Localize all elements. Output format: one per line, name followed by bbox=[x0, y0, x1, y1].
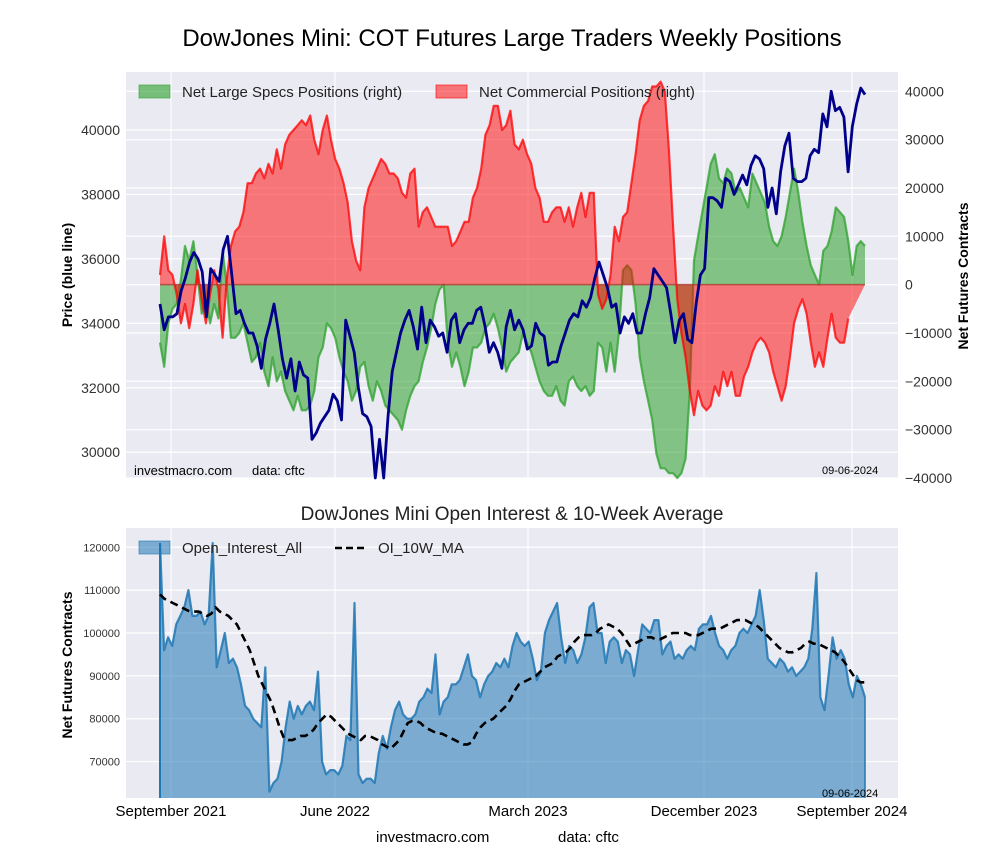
date-tick-label: September 2024 bbox=[797, 803, 908, 820]
open-interest-series bbox=[158, 541, 867, 798]
positions-chart: 30000 32000 34000 36000 38000 40000 −40000 −30… bbox=[59, 72, 971, 486]
open-interest-tick-label: 110000 bbox=[84, 585, 120, 597]
contracts-tick-label: 40000 bbox=[905, 83, 944, 99]
oi-moving-average-line bbox=[159, 593, 865, 750]
net-contracts-axis-label: Net Futures Contracts bbox=[955, 202, 971, 349]
open-interest-legend: Open_Interest_All OI_10W_MA bbox=[138, 540, 464, 557]
watermark-site: investmacro.com bbox=[134, 463, 232, 478]
contracts-tick-label: −30000 bbox=[905, 422, 952, 438]
legend-label-oi-ma: OI_10W_MA bbox=[378, 540, 464, 557]
date-stamp-bottom: 09-06-2024 bbox=[822, 788, 878, 800]
legend-swatch-large-specs bbox=[138, 84, 171, 99]
commercial-area bbox=[160, 81, 865, 416]
positions-legend: Net Large Specs Positions (right) Net Co… bbox=[138, 84, 695, 101]
watermark-source: data: cftc bbox=[252, 463, 305, 478]
large-specs-line bbox=[158, 153, 866, 480]
legend-label-large-specs: Net Large Specs Positions (right) bbox=[182, 84, 402, 101]
commercial-line bbox=[158, 80, 850, 417]
price-tick-label: 38000 bbox=[81, 186, 120, 202]
price-axis-ticks: 30000 32000 34000 36000 38000 40000 bbox=[81, 122, 120, 460]
price-tick-label: 34000 bbox=[81, 315, 120, 331]
contracts-tick-label: 0 bbox=[905, 277, 913, 293]
date-tick-label: March 2023 bbox=[488, 803, 567, 820]
footer-site: investmacro.com bbox=[376, 829, 489, 846]
price-tick-label: 36000 bbox=[81, 251, 120, 267]
price-line-group bbox=[158, 86, 867, 480]
open-interest-tick-label: 100000 bbox=[83, 628, 120, 640]
open-interest-line bbox=[158, 541, 867, 793]
open-interest-tick-label: 90000 bbox=[89, 671, 120, 683]
chart-title: DowJones Mini: COT Futures Large Traders… bbox=[182, 25, 841, 52]
open-interest-tick-label: 120000 bbox=[83, 542, 120, 554]
price-axis-label: Price (blue line) bbox=[59, 223, 75, 327]
legend-item-large-specs[interactable]: Net Large Specs Positions (right) bbox=[138, 84, 402, 101]
legend-swatch-commercial bbox=[435, 84, 468, 99]
contracts-tick-label: 30000 bbox=[905, 132, 944, 148]
price-tick-label: 32000 bbox=[81, 380, 120, 396]
open-interest-tick-label: 80000 bbox=[89, 714, 120, 726]
open-interest-axis-label: Net Futures Contracts bbox=[59, 591, 75, 738]
open-interest-tick-label: 70000 bbox=[89, 757, 120, 769]
contracts-tick-label: −10000 bbox=[905, 325, 952, 341]
date-axis-ticks: September 2021 June 2022 March 2023 Decembe… bbox=[116, 803, 908, 820]
legend-label-open-interest: Open_Interest_All bbox=[182, 540, 302, 557]
legend-item-open-interest[interactable]: Open_Interest_All bbox=[138, 540, 302, 557]
date-stamp-top: 09-06-2024 bbox=[822, 465, 878, 477]
date-tick-label: June 2022 bbox=[300, 803, 370, 820]
net-contracts-axis-ticks: −40000 −30000 −20000 −10000 0 10000 20000 30000… bbox=[905, 83, 952, 486]
footer-source: data: cftc bbox=[558, 829, 619, 846]
open-interest-area bbox=[160, 543, 865, 798]
legend-swatch-open-interest bbox=[138, 540, 171, 555]
contracts-tick-label: −40000 bbox=[905, 470, 952, 486]
legend-label-commercial: Net Commercial Positions (right) bbox=[479, 84, 695, 101]
legend-item-oi-ma[interactable]: OI_10W_MA bbox=[335, 540, 464, 557]
open-interest-axis-ticks: 70000 80000 90000 100000 110000 120000 bbox=[83, 542, 120, 768]
date-tick-label: December 2023 bbox=[651, 803, 758, 820]
price-tick-label: 40000 bbox=[81, 122, 120, 138]
legend-item-commercial[interactable]: Net Commercial Positions (right) bbox=[435, 84, 695, 101]
open-interest-chart: 70000 80000 90000 100000 110000 120000 Septem… bbox=[59, 528, 907, 820]
contracts-tick-label: −20000 bbox=[905, 373, 952, 389]
contracts-tick-label: 10000 bbox=[905, 228, 944, 244]
price-tick-label: 30000 bbox=[81, 444, 120, 460]
date-tick-label: September 2021 bbox=[116, 803, 227, 820]
contracts-tick-label: 20000 bbox=[905, 180, 944, 196]
open-interest-title: DowJones Mini Open Interest & 10-Week Av… bbox=[301, 504, 724, 525]
price-line bbox=[158, 86, 867, 480]
